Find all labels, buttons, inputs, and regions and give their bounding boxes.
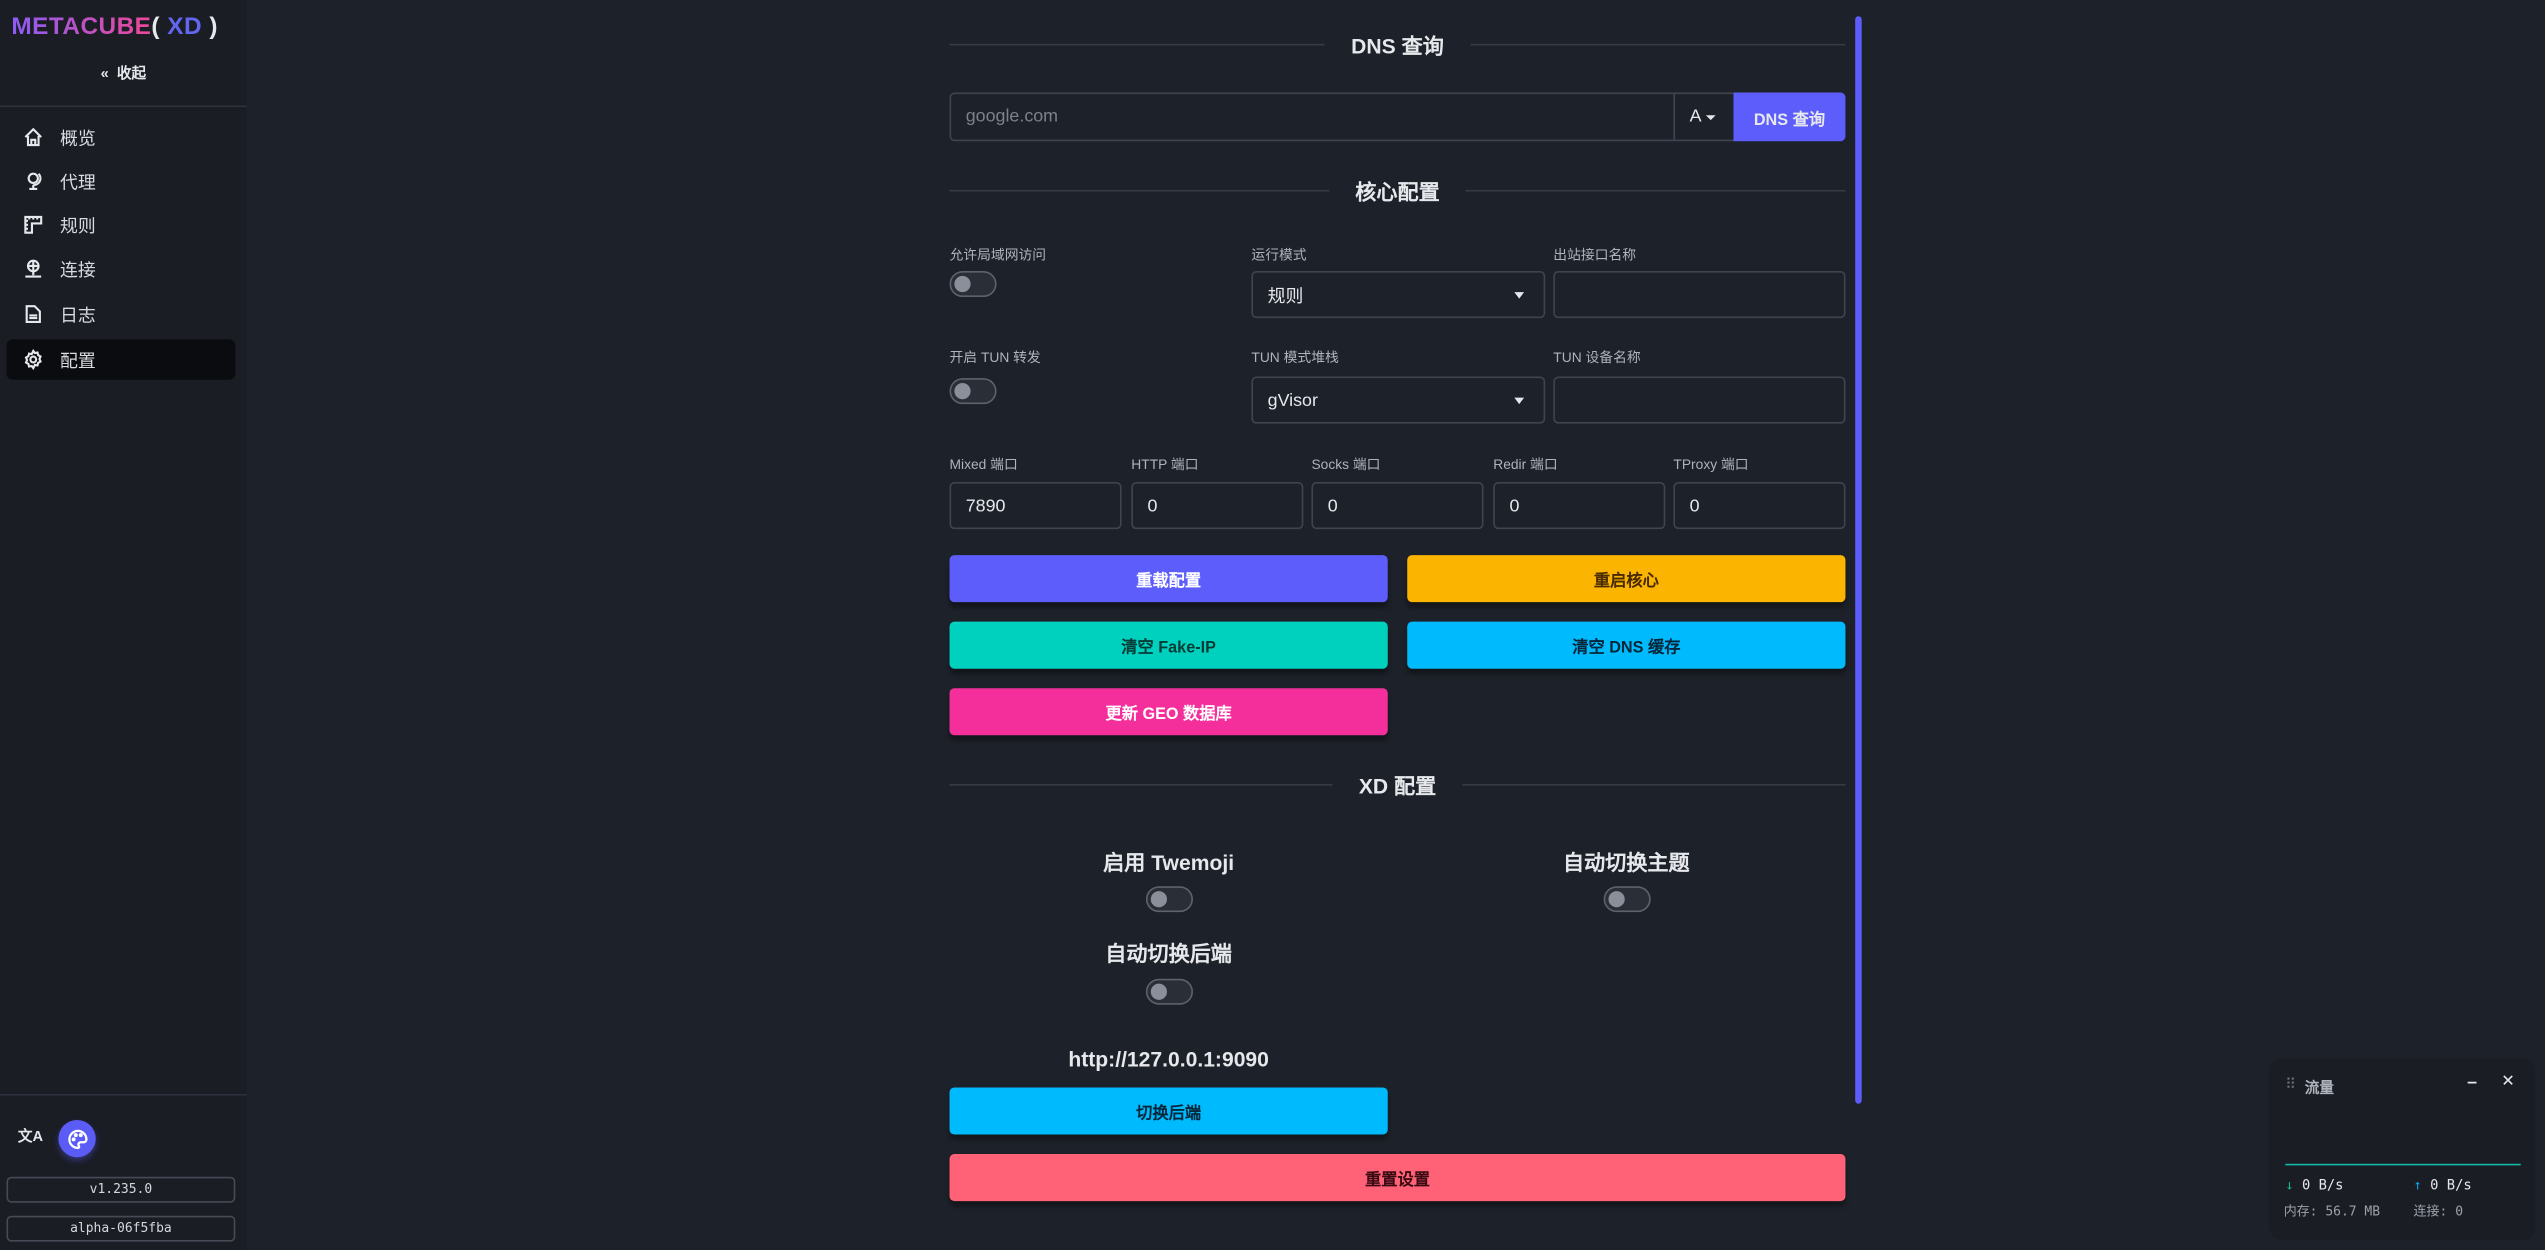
auto-backend-toggle[interactable] <box>1145 978 1193 1005</box>
download-speed: 0 B/s <box>2301 1178 2344 1195</box>
build-badge: alpha-06f5fba <box>6 1215 236 1242</box>
auto-theme-label: 自动切换主题 <box>1563 850 1690 875</box>
http-port-input[interactable]: 0 <box>1131 482 1304 530</box>
sidebar-item-config[interactable]: 配置 <box>6 339 236 380</box>
traffic-widget: ⠿ 流量 – ✕ ↓ 0 B/s ↑ 0 B/s 内存: 56.7 MB 连接:… <box>2269 1058 2536 1241</box>
ruler-icon <box>24 215 43 234</box>
update-geo-button[interactable]: 更新 GEO 数据库 <box>949 688 1388 736</box>
iface-label: 出站接口名称 <box>1553 246 1637 263</box>
sidebar-item-overview[interactable]: 概览 <box>6 117 235 158</box>
download-arrow-icon: ↓ <box>2285 1178 2294 1195</box>
reset-settings-button[interactable]: 重置设置 <box>949 1154 1846 1202</box>
twemoji-toggle[interactable] <box>1145 886 1193 913</box>
chevrons-left-icon: « <box>100 64 117 82</box>
flush-fakeip-button[interactable]: 清空 Fake-IP <box>949 621 1388 669</box>
dns-query-button[interactable]: DNS 查询 <box>1733 92 1846 142</box>
twemoji-label: 启用 Twemoji <box>1103 850 1235 875</box>
reload-config-button[interactable]: 重载配置 <box>949 555 1388 603</box>
port-label: Mixed 端口 <box>949 456 1018 473</box>
tun-device-input[interactable] <box>1553 376 1846 424</box>
tun-stack-label: TUN 模式堆栈 <box>1251 348 1339 366</box>
close-icon[interactable]: ✕ <box>2501 1072 2515 1091</box>
tun-device-label: TUN 设备名称 <box>1553 348 1641 366</box>
flush-dns-cache-button[interactable]: 清空 DNS 缓存 <box>1407 621 1846 669</box>
allow-lan-toggle[interactable] <box>949 271 997 298</box>
connection-count: 连接: 0 <box>2413 1204 2464 1219</box>
sidebar-item-logs[interactable]: 日志 <box>6 294 235 335</box>
dns-query-input[interactable]: google.com <box>949 92 1676 142</box>
port-label: Redir 端口 <box>1493 456 1558 473</box>
sidebar-item-rules[interactable]: 规则 <box>6 205 235 246</box>
tproxy-port-input[interactable]: 0 <box>1673 482 1846 530</box>
upload-speed: 0 B/s <box>2430 1178 2472 1195</box>
mode-label: 运行模式 <box>1251 246 1307 263</box>
port-label: TProxy 端口 <box>1673 456 1749 473</box>
version-badge: v1.235.0 <box>6 1176 236 1203</box>
dns-record-type-select[interactable]: A <box>1673 92 1736 142</box>
drag-handle-icon[interactable]: ⠿ <box>2285 1076 2297 1093</box>
scrollbar[interactable] <box>1855 16 1862 1104</box>
allow-lan-label: 允许局域网访问 <box>949 246 1047 263</box>
gear-icon <box>24 348 42 371</box>
logo: METACUBE( XD ) <box>11 12 218 41</box>
auto-theme-toggle[interactable] <box>1603 886 1651 913</box>
divider <box>0 105 247 108</box>
auto-backend-label: 自动切换后端 <box>1105 941 1232 966</box>
tun-label: 开启 TUN 转发 <box>949 348 1041 366</box>
port-label: Socks 端口 <box>1311 456 1381 473</box>
collapse-button[interactable]: « 收起 <box>100 64 147 82</box>
mode-select[interactable]: 规则 <box>1251 271 1546 319</box>
caret-down-icon <box>1706 114 1717 120</box>
caret-down-icon <box>1514 292 1525 299</box>
sidebar-item-connections[interactable]: 连接 <box>6 248 235 289</box>
palette-icon <box>67 1128 87 1149</box>
language-icon[interactable]: 文A <box>17 1128 44 1145</box>
caret-down-icon <box>1514 397 1525 405</box>
switch-backend-button[interactable]: 切换后端 <box>949 1087 1388 1135</box>
restart-core-button[interactable]: 重启核心 <box>1407 555 1846 603</box>
redir-port-input[interactable]: 0 <box>1493 482 1666 530</box>
file-text-icon <box>25 305 41 324</box>
backend-url: http://127.0.0.1:9090 <box>1068 1046 1269 1072</box>
minimize-icon[interactable]: – <box>2467 1072 2478 1093</box>
tun-stack-select[interactable]: gVisor <box>1251 376 1546 424</box>
xd-section-title: XD 配置 <box>950 769 1846 800</box>
traffic-title: 流量 <box>2304 1079 2335 1096</box>
upload-arrow-icon: ↑ <box>2413 1178 2422 1195</box>
divider <box>0 1093 247 1096</box>
core-section-title: 核心配置 <box>950 175 1846 206</box>
tun-toggle[interactable] <box>949 378 997 405</box>
sidebar-item-proxies[interactable]: 代理 <box>6 161 235 202</box>
traffic-chart-line <box>2285 1163 2521 1166</box>
home-icon <box>24 127 42 147</box>
sidebar: METACUBE( XD ) « 收起 概览 代理 规则 连接 日志 配置 文A… <box>0 0 247 1250</box>
socks-port-input[interactable]: 0 <box>1311 482 1484 530</box>
theme-palette-button[interactable] <box>58 1119 96 1158</box>
dns-section-title: DNS 查询 <box>950 29 1846 60</box>
port-label: HTTP 端口 <box>1131 456 1199 473</box>
memory-usage: 内存: 56.7 MB <box>2283 1204 2381 1219</box>
network-icon <box>25 259 42 278</box>
globe-stand-icon <box>27 172 42 190</box>
iface-input[interactable] <box>1553 271 1846 319</box>
mixed-port-input[interactable]: 7890 <box>949 482 1122 530</box>
